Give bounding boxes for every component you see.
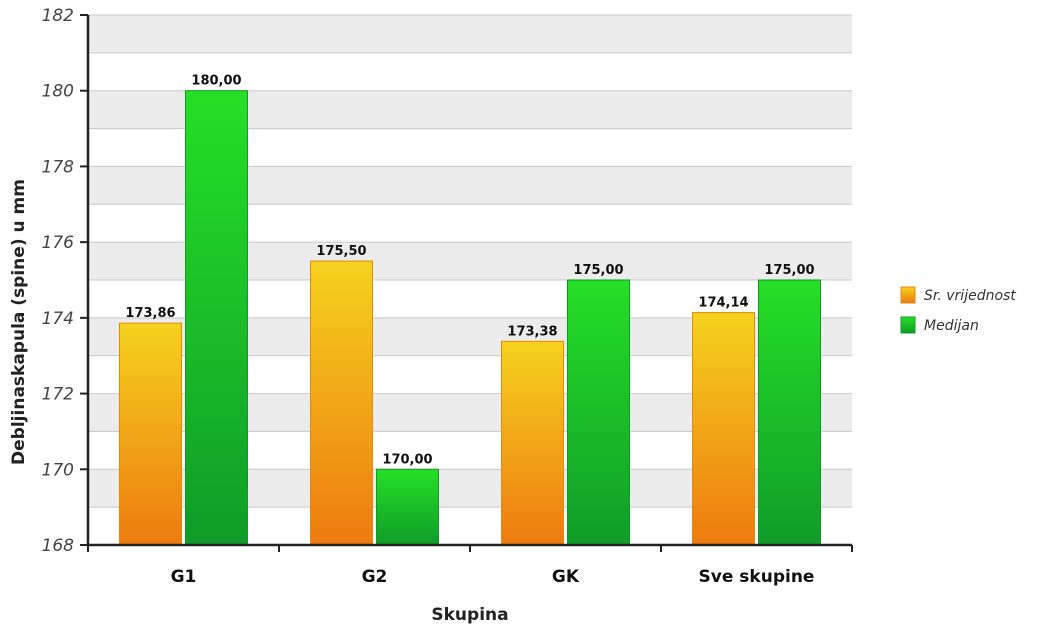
y-tick-label: 170: [42, 460, 74, 480]
bar-sr-vrijednost-0: [119, 322, 182, 546]
y-tick-label: 176: [42, 233, 75, 253]
bar-medijan-2: [567, 279, 630, 546]
y-tick-label: 178: [42, 157, 75, 177]
legend-label: Medijan: [924, 318, 979, 334]
bars: [119, 90, 821, 546]
x-tick-label: G1: [171, 567, 197, 587]
bar-sr-vrijednost-2: [501, 340, 564, 546]
data-label: 173,38: [507, 324, 557, 339]
legend-swatch: [900, 316, 916, 334]
plot-band: [88, 52, 852, 91]
y-tick-label: 174: [42, 309, 74, 329]
x-axis-title: Skupina: [431, 605, 508, 625]
data-label: 175,00: [573, 263, 623, 278]
bar-sr-vrijednost-3: [692, 312, 755, 546]
y-tick-label: 180: [42, 82, 74, 102]
data-label: 173,86: [125, 306, 175, 321]
bar-medijan-0: [185, 90, 248, 546]
y-axis-title: Debljinaskapula (spine) u mm: [9, 179, 29, 465]
y-tick-label: 168: [42, 536, 75, 556]
data-label: 175,00: [764, 263, 814, 278]
bar-sr-vrijednost-1: [310, 260, 373, 546]
y-tick-label: 182: [42, 6, 74, 26]
y-tick-labels: 168 170 172 174 176 178 180 182: [42, 6, 75, 556]
legend-label: Sr. vrijednost: [924, 288, 1016, 304]
y-tick-label: 172: [42, 385, 74, 405]
x-tick-label: GK: [552, 567, 580, 587]
axes: [80, 14, 853, 552]
legend-swatch: [900, 286, 916, 304]
bar-medijan-1: [376, 468, 439, 546]
x-tick-label: G2: [362, 567, 388, 587]
data-label: 180,00: [191, 74, 241, 89]
data-label: 174,14: [698, 296, 748, 311]
bar-medijan-3: [758, 279, 821, 546]
value-labels: 173,86 175,50 173,38 174,14 180,00 170,00 175,…: [125, 74, 814, 468]
plot-band: [88, 15, 852, 53]
data-label: 175,50: [316, 244, 366, 259]
x-tick-label: Sve skupine: [699, 567, 815, 587]
legend: Sr. vrijednost Medijan: [900, 286, 1016, 334]
x-tick-labels: G1 G2 GK Sve skupine: [171, 567, 815, 587]
data-label: 170,00: [382, 452, 432, 467]
